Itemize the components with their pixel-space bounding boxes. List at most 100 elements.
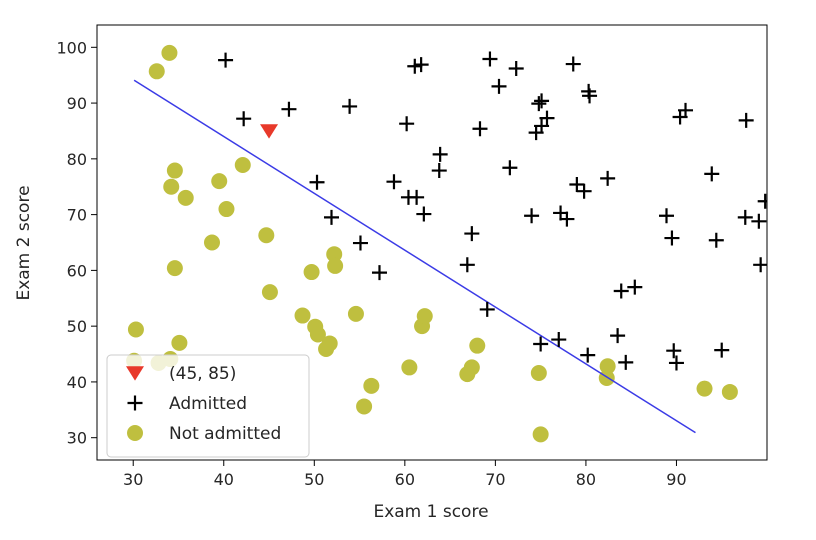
legend-label: Admitted — [169, 394, 247, 414]
not-admitted-point — [721, 383, 738, 400]
not-admitted-point — [696, 380, 713, 397]
admitted-point — [627, 279, 643, 295]
not-admitted-point — [166, 162, 183, 179]
not-admitted-point — [303, 264, 320, 281]
admitted-point — [413, 57, 429, 73]
admitted-point — [738, 112, 754, 128]
y-tick-label: 60 — [67, 261, 87, 280]
admitted-point — [559, 211, 575, 227]
plot-content — [126, 44, 767, 443]
admitted-point — [342, 98, 358, 114]
x-tick-label: 90 — [666, 470, 686, 489]
admitted-point — [407, 58, 423, 74]
not-admitted-point — [599, 358, 616, 375]
admitted-point — [610, 328, 626, 344]
x-tick-label: 80 — [576, 470, 596, 489]
admitted-point — [553, 205, 569, 221]
not-admitted-point — [463, 359, 480, 376]
admitted-point — [409, 189, 425, 205]
admitted-point — [600, 170, 616, 186]
admitted-point — [324, 209, 339, 225]
admitted-point — [576, 183, 592, 199]
admitted-point — [236, 111, 252, 127]
admitted-point — [502, 160, 518, 176]
not-admitted-point — [171, 334, 188, 351]
x-tick-label: 30 — [123, 470, 143, 489]
not-admitted-point — [309, 326, 326, 343]
not-admitted-point — [347, 305, 364, 322]
admitted-point — [508, 61, 524, 76]
x-axis-label: Exam 1 score — [373, 502, 488, 522]
legend: (45, 85) Admitted Not admitted — [106, 354, 310, 458]
admitted-point — [352, 235, 368, 251]
admitted-point — [539, 110, 555, 126]
admitted-point — [491, 78, 507, 94]
not-admitted-point — [261, 284, 278, 301]
decision-boundary-line — [133, 79, 696, 434]
not-admitted-point — [532, 426, 549, 443]
not-admitted-point — [203, 234, 220, 251]
admitted-point — [533, 336, 549, 352]
y-tick-label: 40 — [67, 373, 87, 392]
admitted-point — [309, 174, 325, 190]
not-admitted-point — [161, 44, 178, 61]
admitted-point — [432, 146, 448, 162]
not-admitted-point — [469, 337, 486, 354]
not-admitted-point — [218, 201, 235, 218]
admitted-point — [459, 257, 475, 273]
admitted-point — [482, 51, 498, 67]
admitted-point — [531, 96, 547, 112]
admitted-point — [704, 166, 720, 182]
admitted-point — [714, 342, 730, 358]
not-admitted-point — [127, 321, 144, 338]
x-tick-label: 50 — [304, 470, 324, 489]
not-admitted-point — [363, 377, 380, 394]
admitted-point — [371, 265, 387, 281]
admitted-point — [618, 354, 634, 370]
x-tick-label: 70 — [485, 470, 505, 489]
legend-label: Not admitted — [169, 424, 281, 444]
not-admitted-point — [326, 246, 343, 263]
admitted-point — [551, 332, 567, 348]
not-admitted-point — [177, 189, 194, 206]
not-admitted-point — [163, 178, 180, 195]
not-admitted-point — [416, 308, 433, 325]
plot-frame — [96, 24, 768, 461]
not-admitted-point — [327, 257, 344, 274]
admitted-point — [416, 206, 432, 222]
legend-marker — [126, 366, 144, 381]
admitted-point — [751, 213, 767, 229]
admitted-point — [659, 208, 674, 224]
admitted-point — [565, 56, 581, 72]
admitted-point — [613, 283, 629, 299]
admitted-point — [281, 101, 297, 117]
admitted-point — [708, 232, 724, 248]
admitted-point — [582, 88, 598, 104]
y-axis-label: Exam 2 score — [14, 185, 34, 300]
axes: 30 40 50 60 70 80 90 30 40 50 60 70 80 90 100 — [56, 24, 768, 489]
not-admitted-point — [211, 173, 228, 190]
admitted-point — [534, 93, 550, 109]
admitted-point — [664, 230, 680, 246]
plot-area — [126, 44, 767, 443]
admitted-point — [472, 121, 488, 137]
admitted-point — [753, 257, 767, 273]
y-tick-label: 50 — [67, 317, 87, 336]
not-admitted-point — [530, 365, 547, 381]
not-admitted-point — [356, 398, 373, 415]
admitted-point — [431, 163, 447, 179]
admitted-point — [524, 208, 540, 224]
y-tick-label: 100 — [56, 38, 87, 57]
query-point-marker — [260, 124, 279, 139]
legend-marker — [127, 395, 143, 411]
not-admitted-point — [321, 335, 338, 352]
not-admitted-point — [166, 260, 183, 277]
admitted-point — [218, 52, 234, 68]
admitted-point — [534, 118, 550, 134]
legend-box — [106, 354, 310, 458]
not-admitted-point — [401, 359, 418, 376]
legend-marker — [127, 425, 143, 441]
admitted-point — [678, 102, 694, 118]
